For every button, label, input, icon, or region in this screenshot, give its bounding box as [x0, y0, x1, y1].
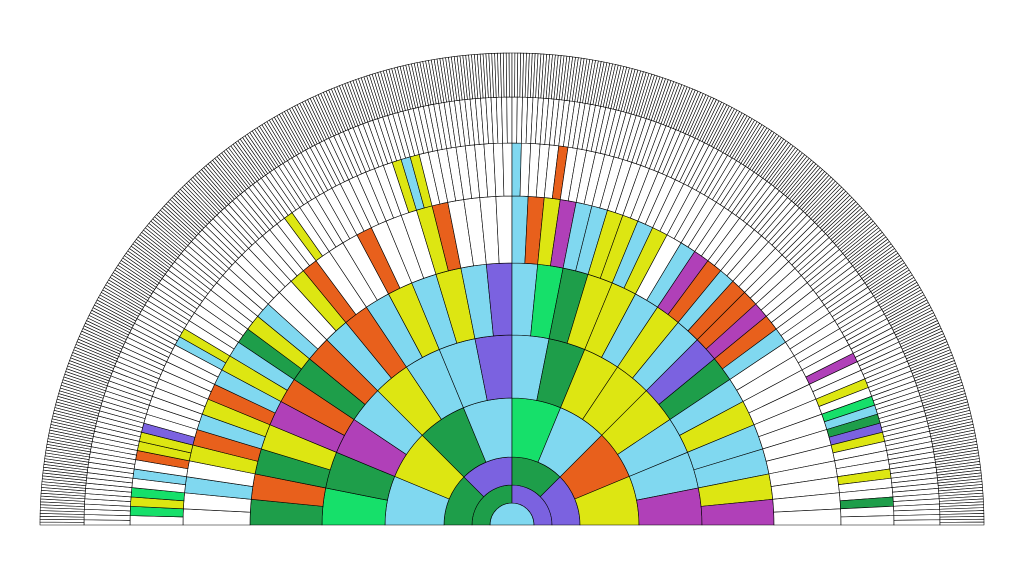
fan-segment	[83, 519, 131, 526]
fan-segment	[506, 96, 513, 144]
fan-segment	[501, 96, 508, 144]
fan-segment	[502, 142, 513, 197]
fan-segment	[511, 96, 518, 144]
fan-segment	[511, 142, 522, 197]
fan-segment	[893, 514, 941, 521]
fan-segment	[893, 519, 941, 526]
fan-segment	[939, 521, 985, 526]
fan-segment	[129, 515, 184, 526]
fan-segment	[840, 515, 895, 526]
fan-segment	[508, 52, 513, 98]
